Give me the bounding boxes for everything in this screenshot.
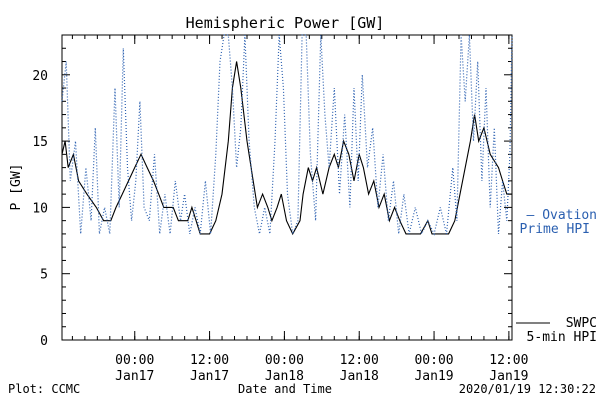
legend-swpc-label: SWPC [566,316,597,331]
x-tick-time-label: 00:00 [265,353,304,368]
y-tick-label: 0 [40,334,48,349]
timestamp: 2020/01/19 12:30:22 [459,382,596,396]
x-tick-time-label: 12:00 [489,353,528,368]
x-tick-date-label: Jan19 [489,369,528,384]
y-axis-label: P [GW] [9,164,24,211]
x-tick-date-label: Jan17 [190,369,229,384]
x-tick-time-label: 00:00 [115,353,154,368]
y-tick-label: 10 [32,201,48,216]
y-tick-label: 15 [32,135,48,150]
x-tick-time-label: 12:00 [190,353,229,368]
plot-credit: Plot: CCMC [8,382,80,396]
x-axis-label: Date and Time [238,382,332,396]
legend-swpc-label: 5-min HPI [527,330,597,345]
ovation-prime-line [61,34,513,236]
y-tick-label: 5 [40,268,48,283]
y-tick-label: 20 [32,69,48,84]
plot-frame [61,34,513,341]
chart-marks: 0510152000:00Jan1712:00Jan1700:00Jan1812… [32,34,597,384]
x-tick-date-label: Jan18 [265,369,304,384]
x-tick-date-label: Jan17 [115,369,154,384]
chart-title: Hemispheric Power [GW] [186,14,385,32]
x-tick-time-label: 12:00 [340,353,379,368]
x-tick-time-label: 00:00 [414,353,453,368]
legend-ovation-label: Prime HPI [520,222,590,237]
x-tick-date-label: Jan19 [414,369,453,384]
legend-ovation-label: — Ovation [527,208,597,223]
x-tick-date-label: Jan18 [340,369,379,384]
